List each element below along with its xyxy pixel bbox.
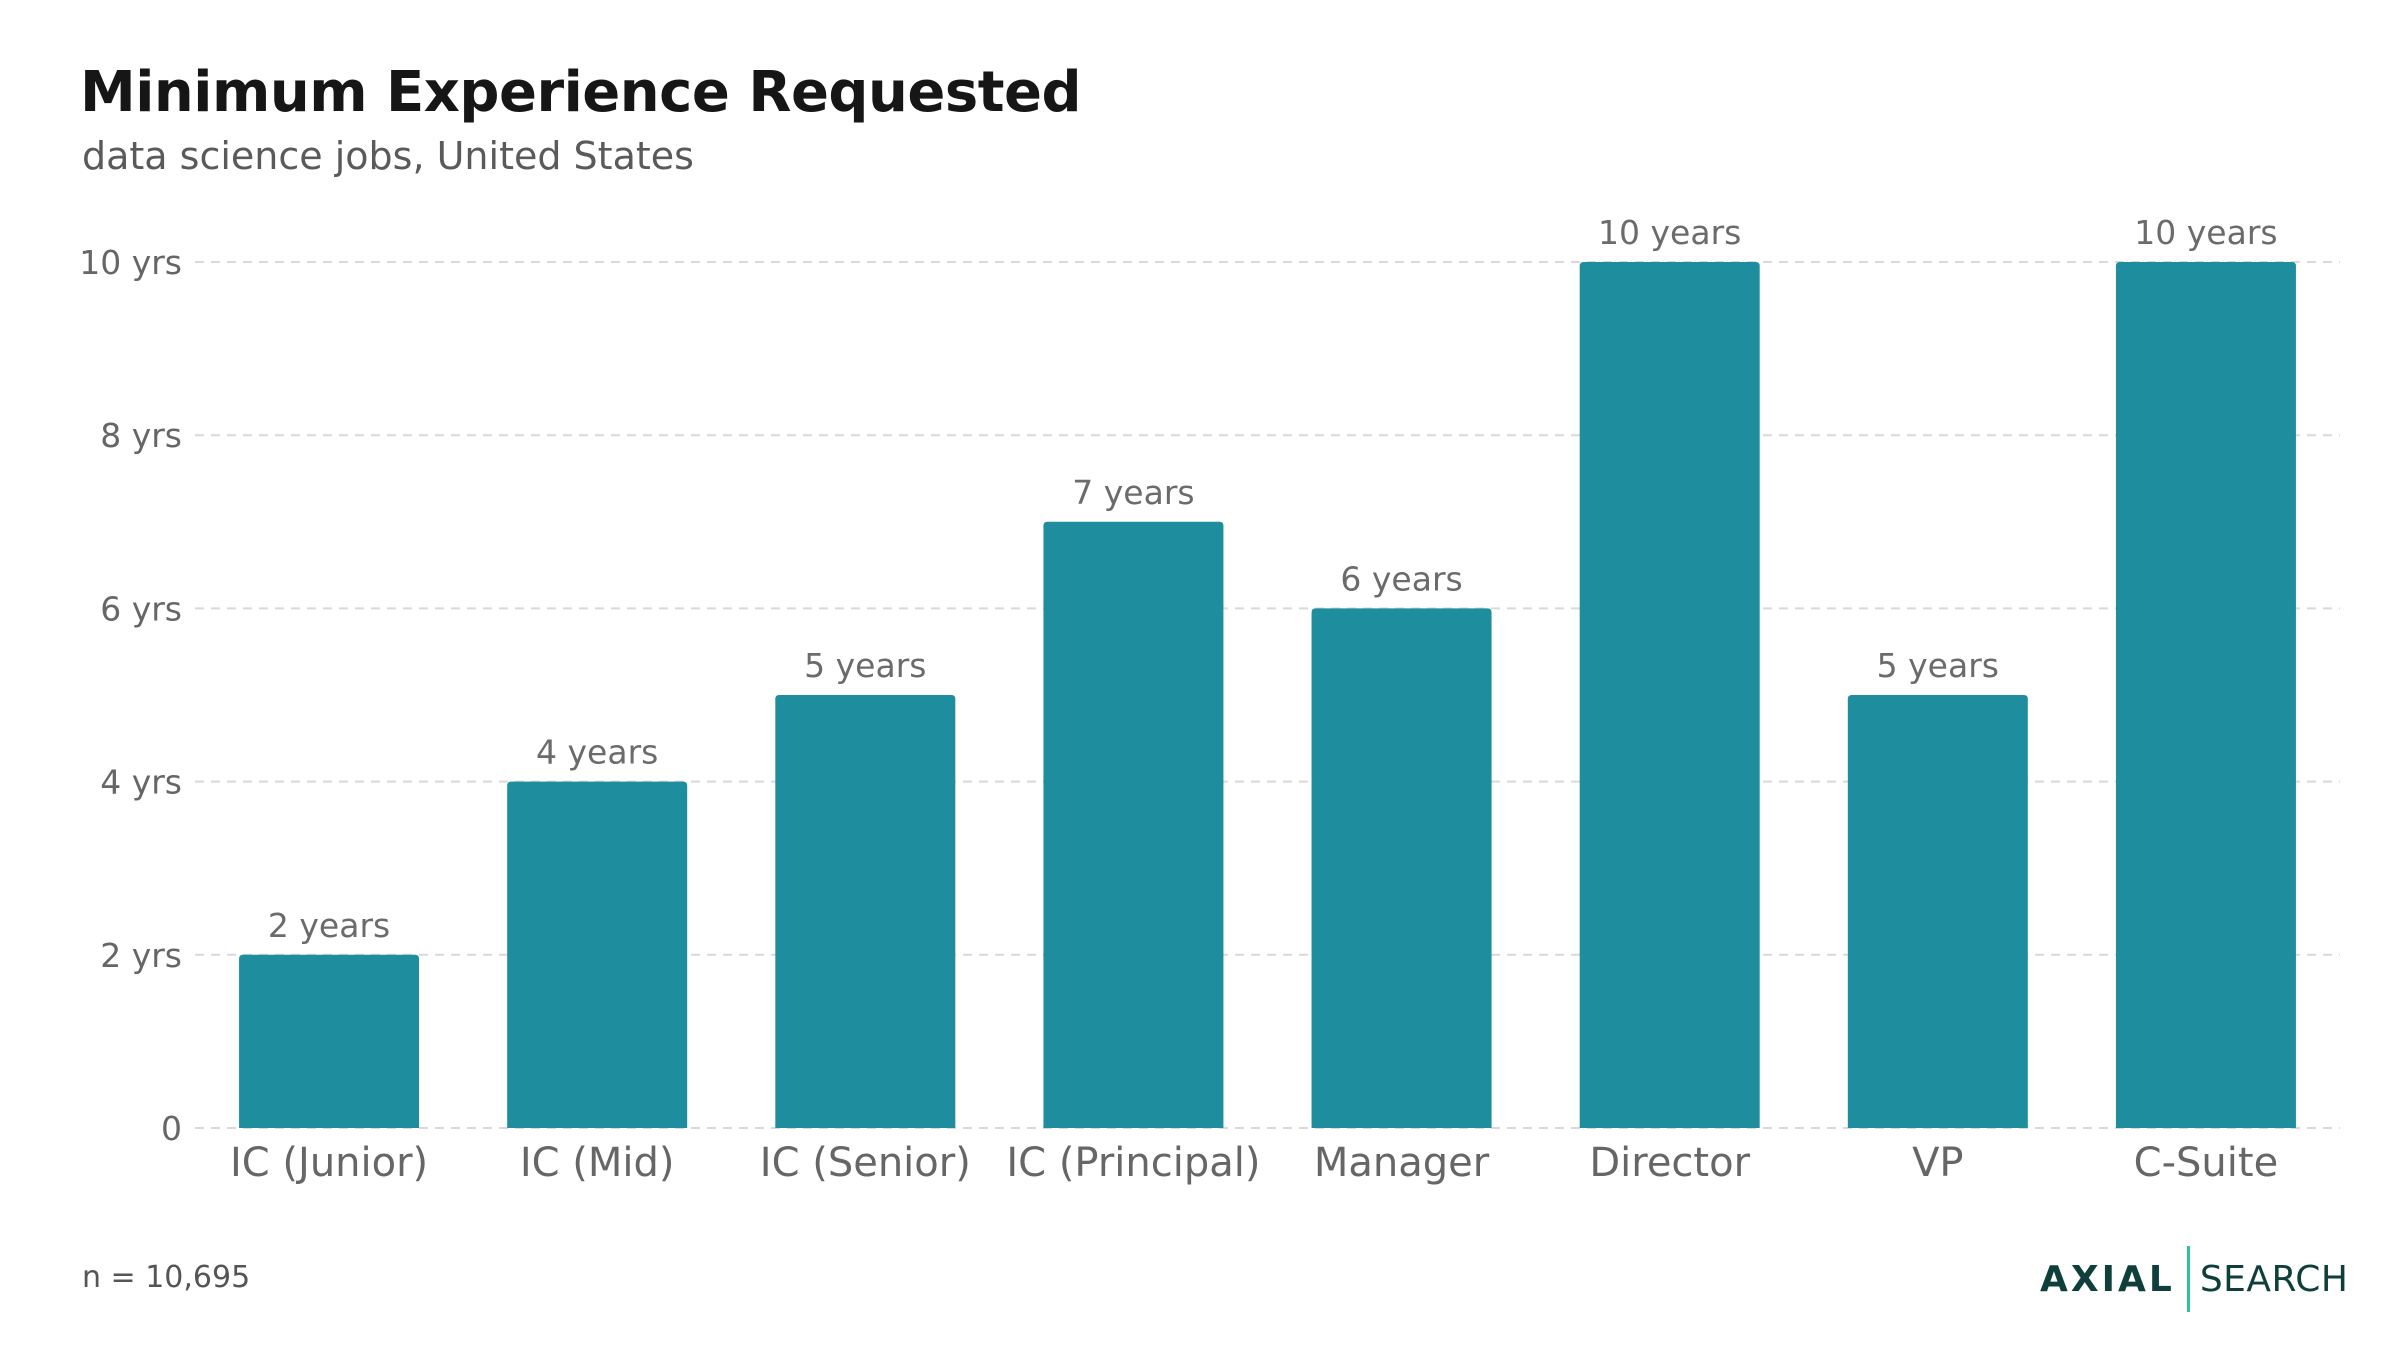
bar-ic-principal (1043, 521, 1224, 1128)
logo-wordmark-secondary: SEARCH (2199, 1258, 2349, 1300)
y-axis-ticks: 0 2 yrs 4 yrs 6 yrs 8 yrs 10 yrs (79, 243, 182, 1148)
bar-value-label: 5 years (804, 646, 926, 685)
chart-title: Minimum Experience Requested (80, 60, 1082, 125)
y-tick-label: 8 yrs (100, 416, 182, 455)
x-tick-label: Director (1589, 1140, 1750, 1186)
bar-manager (1311, 608, 1492, 1128)
bar-director (1579, 262, 1760, 1128)
y-tick-label: 10 yrs (79, 243, 182, 282)
y-tick-label: 6 yrs (100, 589, 182, 628)
x-tick-label: IC (Principal) (1006, 1140, 1260, 1186)
sample-size-note: n = 10,695 (82, 1260, 251, 1295)
bar-ic-senior (775, 695, 956, 1128)
brand-logo: AXIAL SEARCH (2040, 1245, 2348, 1313)
x-tick-label: IC (Senior) (760, 1140, 971, 1186)
y-tick-label: 2 yrs (100, 936, 182, 975)
logo-wordmark-primary: AXIAL (2040, 1258, 2175, 1300)
x-tick-label: IC (Mid) (520, 1140, 675, 1186)
bar-value-label: 7 years (1072, 473, 1194, 512)
logo-divider (2186, 1246, 2190, 1312)
x-tick-label: VP (1912, 1140, 1963, 1186)
x-tick-label: Manager (1314, 1140, 1490, 1186)
bar-value-label: 2 years (268, 906, 390, 945)
bar-c-suite (2115, 262, 2296, 1128)
chart-subtitle: data science jobs, United States (82, 134, 694, 178)
bar-ic-junior (239, 954, 420, 1128)
bar-value-label: 5 years (1877, 646, 1999, 685)
bar-value-label: 4 years (536, 733, 658, 772)
data-labels: 2 years 4 years 5 years 7 years 6 years 10 ye… (268, 213, 2278, 945)
y-tick-label: 0 (161, 1109, 182, 1148)
bar-value-label: 10 years (2134, 213, 2277, 252)
bar-value-label: 6 years (1340, 559, 1462, 598)
bar-vp (1847, 695, 2028, 1128)
bar-ic-mid (507, 781, 688, 1128)
y-tick-label: 4 yrs (100, 763, 182, 802)
bars (239, 262, 2296, 1128)
bar-value-label: 10 years (1598, 213, 1741, 252)
x-axis-ticks: IC (Junior) IC (Mid) IC (Senior) IC (Princi… (230, 1140, 2278, 1186)
x-tick-label: IC (Junior) (230, 1140, 428, 1186)
x-tick-label: C-Suite (2134, 1140, 2279, 1186)
